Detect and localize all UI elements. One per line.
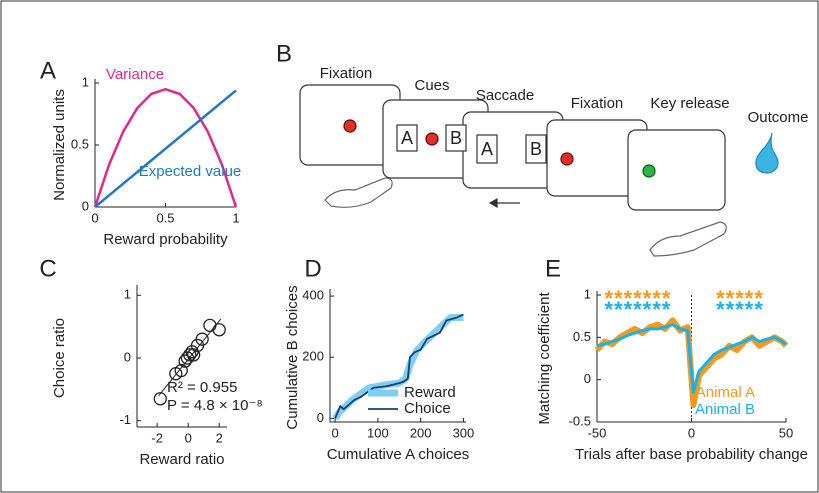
annotation: P = 4.8 × 10⁻⁸ [167, 397, 263, 414]
screen [627, 129, 726, 211]
point [212, 323, 226, 337]
legend-label: Reward [404, 384, 456, 401]
panel-label: B [276, 40, 292, 67]
y-tick-label: 200 [302, 349, 324, 364]
panel-label: D [304, 255, 321, 282]
panel-label: C [39, 255, 56, 282]
point [153, 392, 167, 406]
significance-stars: ******* [605, 286, 672, 311]
step-label: Fixation [320, 65, 373, 82]
x-tick-label: 0 [185, 430, 192, 445]
step-label: Cues [414, 77, 449, 94]
y-axis-label: Choice ratio [51, 318, 68, 398]
go-dot [642, 164, 656, 178]
y-tick-label: 0 [82, 198, 89, 213]
step-label: Outcome [748, 109, 809, 126]
x-axis-label: Reward probability [103, 231, 228, 248]
point [183, 348, 197, 362]
target-letter: A [481, 139, 493, 159]
series-line [594, 317, 789, 409]
panel-label: A [40, 57, 56, 84]
y-tick-label: 1 [124, 287, 131, 302]
arrow-head [488, 197, 498, 209]
series-line [93, 87, 238, 208]
x-tick-label: -2 [151, 430, 163, 445]
y-tick-label: 400 [302, 287, 324, 302]
annotation: R² = 0.955 [167, 379, 237, 396]
target-box [525, 134, 547, 164]
x-axis-label: Trials after base probability change [575, 446, 808, 463]
fixation-dot [560, 152, 574, 166]
series-line [334, 313, 464, 419]
x-tick-label: 50 [779, 425, 793, 440]
y-tick-label: -0.5 [569, 413, 591, 428]
panel-b [299, 84, 779, 257]
y-tick-label: 0 [124, 349, 131, 364]
significance-stars: ******* [605, 297, 672, 322]
x-tick-label: 0 [332, 425, 339, 440]
target-box [445, 124, 467, 152]
target-letter: A [401, 128, 413, 148]
juice-drop [755, 132, 779, 174]
step-label: Key release [650, 95, 729, 112]
target-letter: B [530, 139, 542, 159]
target-box [476, 134, 498, 164]
hand [324, 177, 393, 208]
point [203, 318, 217, 333]
panel-label: E [545, 255, 561, 282]
x-tick-label: 0 [688, 425, 695, 440]
y-tick-label: 0.5 [573, 329, 591, 344]
fixation-dot [343, 119, 357, 133]
x-tick-label: 300 [453, 425, 475, 440]
legend-label: Animal A [696, 384, 755, 401]
hand [649, 221, 727, 257]
x-axis-label: Cumulative A choices [327, 446, 470, 463]
point [174, 363, 188, 378]
series-label: Variance [106, 66, 164, 83]
target-box [396, 124, 418, 152]
significance-stars: ***** [716, 286, 764, 311]
series-line [596, 323, 787, 394]
x-tick-label: 100 [367, 425, 389, 440]
y-tick-label: -1 [119, 412, 131, 427]
legend-label: Choice [404, 400, 451, 417]
x-tick-label: -50 [588, 425, 607, 440]
fit-line [158, 318, 222, 396]
point [195, 332, 209, 346]
series-line [94, 89, 237, 208]
step-label: Fixation [571, 95, 624, 112]
fixation-dot [425, 132, 439, 146]
y-axis-label: Cumulative B choices [284, 285, 301, 429]
y-tick-label: 1 [82, 74, 89, 89]
y-axis-label: Normalized units [51, 89, 68, 201]
target-letter: B [450, 128, 462, 148]
x-tick-label: 1 [232, 210, 239, 225]
step-label: Saccade [476, 87, 534, 104]
x-tick-label: 0 [91, 210, 98, 225]
y-tick-label: 0.5 [71, 136, 89, 151]
x-tick-label: 2 [216, 430, 223, 445]
x-tick-label: 200 [410, 425, 432, 440]
y-tick-label: 0 [584, 371, 591, 386]
y-tick-label: 1 [584, 286, 591, 301]
x-axis-label: Reward ratio [139, 451, 224, 468]
x-tick-label: 0.5 [156, 210, 174, 225]
significance-stars: ***** [716, 297, 764, 322]
point [186, 348, 201, 362]
legend-label: Animal B [695, 401, 755, 418]
y-axis-label: Matching coefficient [536, 292, 553, 425]
y-tick-label: 0 [317, 410, 324, 425]
series-label: Expected value [139, 163, 242, 180]
